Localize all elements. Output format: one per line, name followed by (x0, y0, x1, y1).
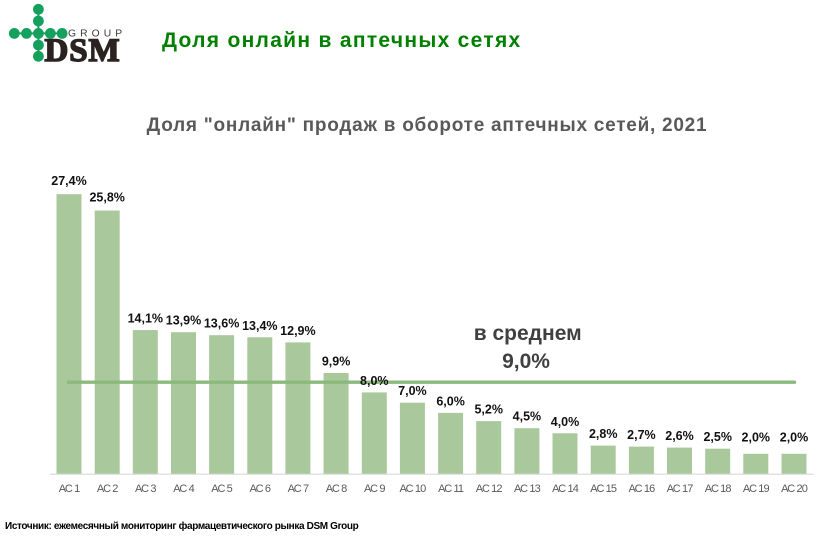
svg-text:14,1%: 14,1% (128, 312, 163, 326)
svg-text:9,0%: 9,0% (502, 350, 550, 373)
svg-text:6,0%: 6,0% (436, 394, 465, 408)
svg-text:4,5%: 4,5% (513, 410, 542, 424)
svg-text:АС 1: АС 1 (59, 483, 80, 495)
svg-text:13,4%: 13,4% (242, 319, 277, 333)
svg-text:2,6%: 2,6% (665, 429, 694, 443)
svg-text:13,9%: 13,9% (166, 314, 201, 328)
svg-text:8,0%: 8,0% (360, 374, 389, 388)
svg-text:АС 6: АС 6 (249, 483, 270, 495)
svg-text:АС 7: АС 7 (288, 483, 309, 495)
svg-text:АС 18: АС 18 (705, 483, 732, 495)
svg-text:АС 4: АС 4 (173, 483, 194, 495)
svg-text:АС 5: АС 5 (211, 483, 232, 495)
svg-text:АС 19: АС 19 (743, 483, 770, 495)
svg-text:9,9%: 9,9% (322, 355, 351, 369)
svg-text:АС 8: АС 8 (326, 483, 347, 495)
svg-text:25,8%: 25,8% (89, 191, 124, 205)
svg-text:7,0%: 7,0% (398, 384, 427, 398)
svg-text:АС 14: АС 14 (552, 483, 579, 495)
svg-text:АС 15: АС 15 (590, 483, 617, 495)
svg-text:АС 10: АС 10 (399, 483, 426, 495)
svg-text:АС 9: АС 9 (364, 483, 385, 495)
svg-text:GROUP: GROUP (68, 29, 126, 40)
svg-text:27,4%: 27,4% (51, 174, 86, 188)
svg-text:5,2%: 5,2% (474, 403, 503, 417)
svg-text:в среднем: в среднем (474, 322, 582, 345)
svg-text:2,8%: 2,8% (589, 427, 618, 441)
svg-text:12,9%: 12,9% (280, 324, 315, 338)
svg-text:АС 2: АС 2 (97, 483, 118, 495)
svg-text:АС 3: АС 3 (135, 483, 156, 495)
svg-text:DSM: DSM (45, 33, 121, 66)
svg-text:АС 16: АС 16 (628, 483, 655, 495)
svg-text:АС 13: АС 13 (514, 483, 541, 495)
svg-text:4,0%: 4,0% (551, 415, 580, 429)
svg-text:13,6%: 13,6% (204, 317, 239, 331)
svg-text:АС 20: АС 20 (781, 483, 808, 495)
svg-text:2,5%: 2,5% (703, 430, 732, 444)
svg-text:2,0%: 2,0% (780, 431, 809, 445)
svg-text:2,0%: 2,0% (742, 431, 771, 445)
svg-text:АС 17: АС 17 (667, 483, 694, 495)
svg-text:2,7%: 2,7% (627, 428, 656, 442)
svg-text:АС 12: АС 12 (476, 483, 503, 495)
svg-text:АС 11: АС 11 (438, 483, 464, 495)
